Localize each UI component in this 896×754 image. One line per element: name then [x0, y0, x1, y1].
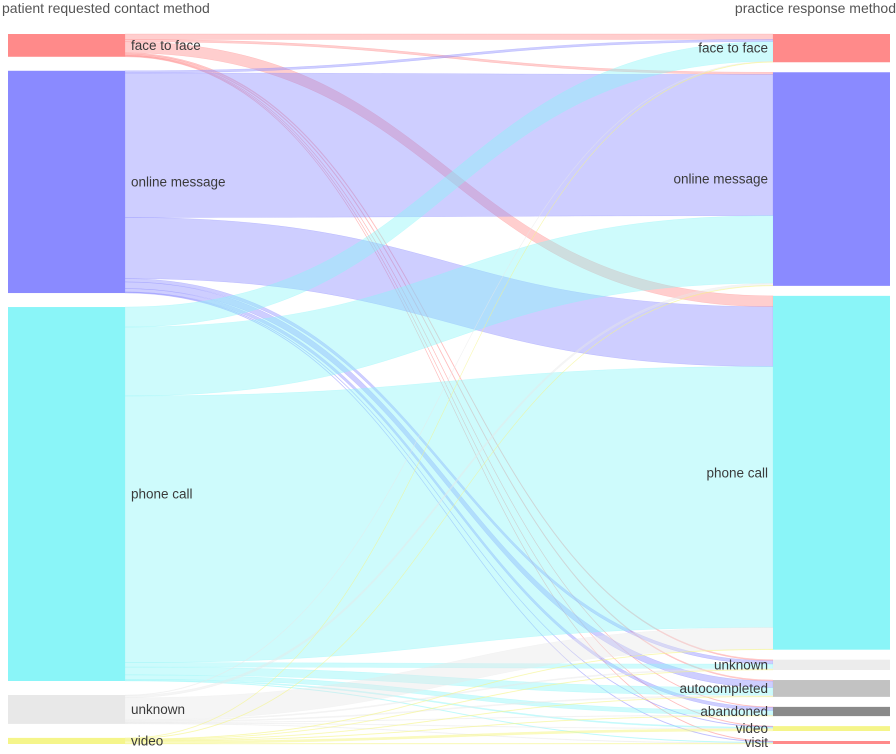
- target-node-visit[interactable]: [773, 741, 890, 744]
- link-online-message-to-online-message: [124, 72, 774, 218]
- source-node-face-to-face[interactable]: [8, 34, 125, 57]
- target-label-online-message: online message: [673, 172, 768, 187]
- target-label-video: video: [736, 721, 768, 736]
- source-node-video[interactable]: [8, 737, 125, 744]
- target-node-video[interactable]: [773, 726, 890, 732]
- labels-layer: face to face online message phone call unkn…: [131, 38, 768, 750]
- link-video-to-autocompleted: [124, 696, 774, 741]
- target-label-phone-call: phone call: [706, 465, 768, 480]
- link-video-to-visit: [124, 743, 774, 745]
- source-node-unknown[interactable]: [8, 694, 125, 724]
- link-phone-call-to-phone-call: [124, 366, 774, 663]
- source-label-online-message: online message: [131, 174, 226, 189]
- target-label-autocompleted: autocompleted: [679, 681, 768, 696]
- target-node-abandoned[interactable]: [773, 706, 890, 717]
- source-label-phone-call: phone call: [131, 487, 193, 502]
- target-label-unknown: unknown: [714, 657, 768, 672]
- target-label-face-to-face: face to face: [698, 41, 768, 56]
- link-video-to-face-to-face: [124, 61, 774, 739]
- nodes-layer: [8, 34, 890, 744]
- target-column-header: practice response method: [734, 0, 896, 16]
- target-node-autocompleted[interactable]: [773, 680, 890, 697]
- source-label-face-to-face: face to face: [131, 38, 201, 53]
- source-label-unknown: unknown: [131, 702, 185, 717]
- link-video-to-online-message: [124, 285, 774, 740]
- target-node-online-message[interactable]: [773, 72, 890, 286]
- source-node-online-message[interactable]: [8, 70, 125, 294]
- target-node-unknown[interactable]: [773, 659, 890, 671]
- link-video-to-abandoned: [124, 715, 774, 742]
- source-label-video: video: [131, 733, 163, 748]
- target-label-abandoned: abandoned: [700, 704, 768, 719]
- source-column-header: patient requested contact method: [2, 0, 210, 16]
- source-node-phone-call[interactable]: [8, 307, 125, 681]
- link-video-to-unknown: [124, 669, 774, 741]
- link-face-to-face-to-face-to-face: [124, 33, 774, 40]
- links-layer: [124, 33, 774, 745]
- target-label-visit: visit: [745, 735, 768, 750]
- target-node-face-to-face[interactable]: [773, 34, 890, 63]
- target-node-phone-call[interactable]: [773, 295, 890, 650]
